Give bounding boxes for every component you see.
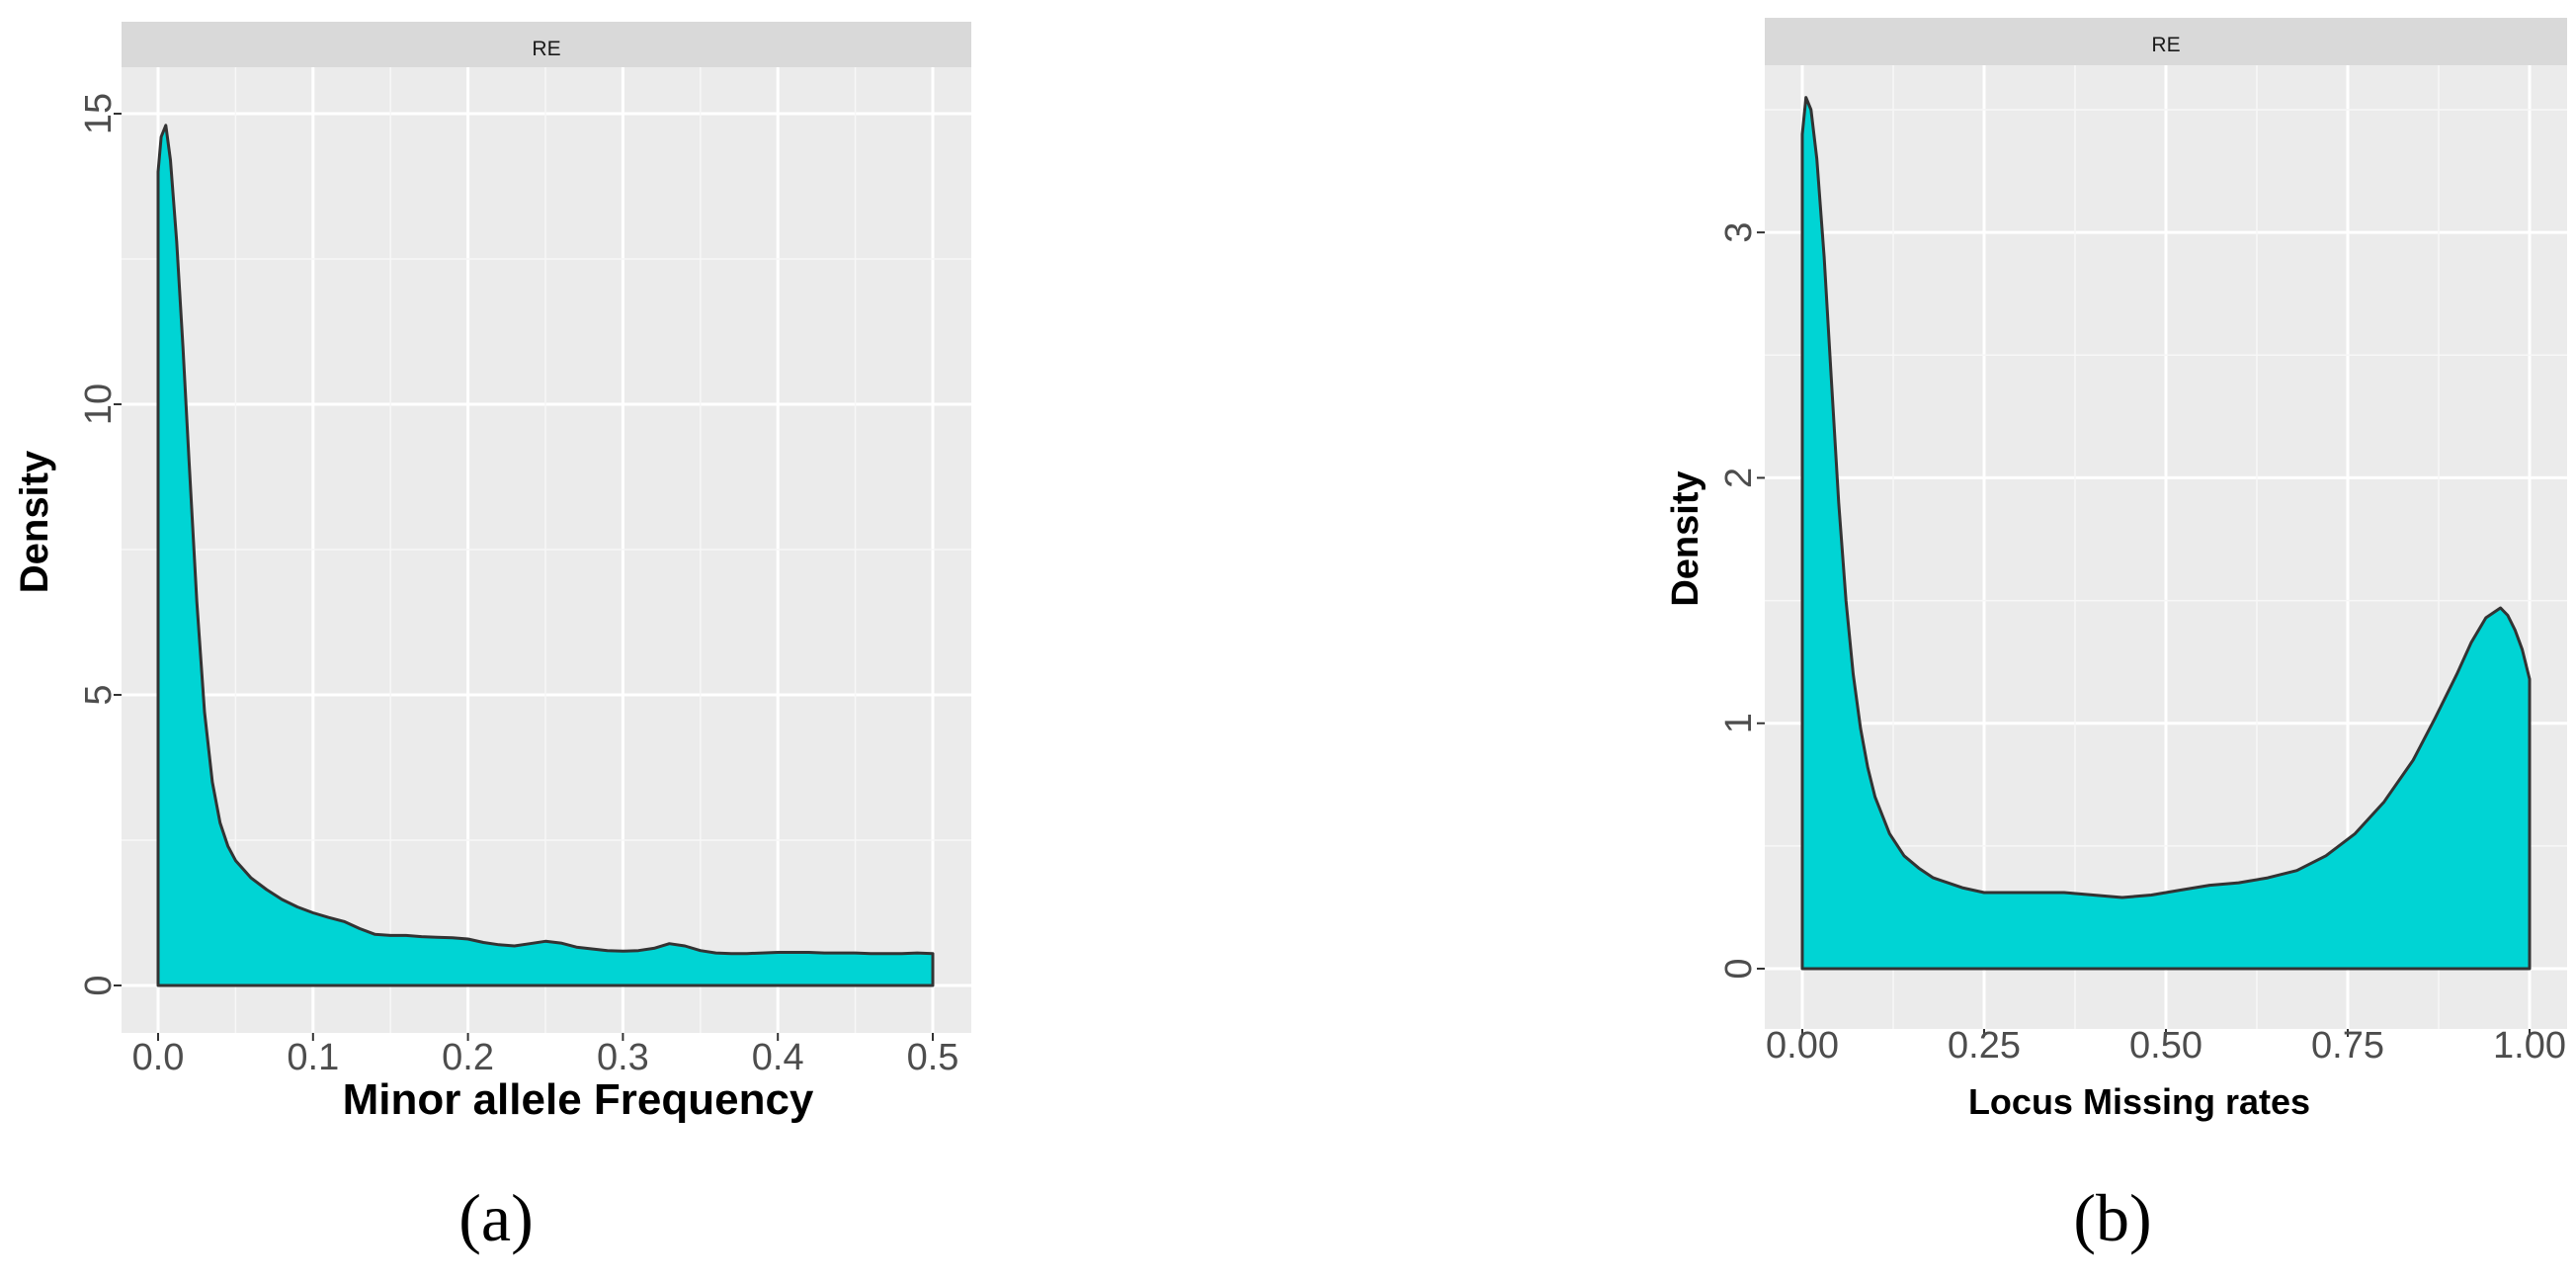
x-tick-label: 0.25	[1948, 1025, 2021, 1067]
y-tick-label: 15	[78, 93, 120, 134]
panel-caption-b: (b)	[2073, 1180, 2151, 1255]
x-axis-ticks: 0.00 0.25 0.50 0.75 1.00	[1766, 1025, 2566, 1067]
y-axis-title: Density	[1665, 470, 1706, 606]
density-curve	[156, 124, 935, 987]
density-curve	[1800, 96, 2532, 971]
density-area	[156, 124, 935, 987]
x-tick-label: 0.4	[752, 1037, 804, 1078]
panel-caption-a: (a)	[458, 1180, 533, 1255]
y-tick-label: 5	[78, 684, 120, 705]
density-area	[1800, 96, 2532, 971]
y-tick-label: 10	[78, 384, 120, 425]
x-axis-title: Locus Missing rates	[1968, 1081, 2310, 1122]
panel-b: RE 0 1 2 3 0.00 0.25 0.50 0.75 1.00 Locus Missi…	[1665, 18, 2567, 1255]
x-axis-ticks: 0.0 0.1 0.2 0.3 0.4 0.5	[132, 1033, 959, 1078]
y-axis-ticks: 0 1 2 3	[1718, 222, 1765, 980]
strip-background	[122, 22, 971, 67]
panel-a: RE 0 5 10 15 0.0 0.1 0.2 0.3 0.4 0.5 Minor allel…	[13, 22, 971, 1255]
y-tick-label: 2	[1718, 468, 1760, 488]
x-tick-label: 0.3	[597, 1037, 649, 1078]
y-axis-title: Density	[13, 450, 56, 593]
x-axis-title: Minor allele Frequency	[343, 1075, 814, 1124]
x-tick-label: 0.00	[1766, 1025, 1839, 1067]
y-tick-label: 0	[78, 975, 120, 995]
x-tick-label: 0.2	[442, 1037, 494, 1078]
x-tick-label: 0.5	[907, 1037, 959, 1078]
strip-label: RE	[532, 38, 560, 60]
x-tick-label: 0.50	[2129, 1025, 2202, 1067]
x-tick-label: 1.00	[2493, 1025, 2566, 1067]
y-tick-label: 3	[1718, 222, 1760, 243]
y-tick-label: 0	[1718, 958, 1760, 979]
y-tick-label: 1	[1718, 713, 1760, 733]
x-tick-label: 0.1	[287, 1037, 339, 1078]
x-tick-label: 0.0	[132, 1037, 185, 1078]
strip-background	[1765, 18, 2567, 65]
x-tick-label: 0.75	[2311, 1025, 2384, 1067]
strip-label: RE	[2151, 34, 2180, 56]
y-axis-ticks: 0 5 10 15	[78, 93, 122, 996]
